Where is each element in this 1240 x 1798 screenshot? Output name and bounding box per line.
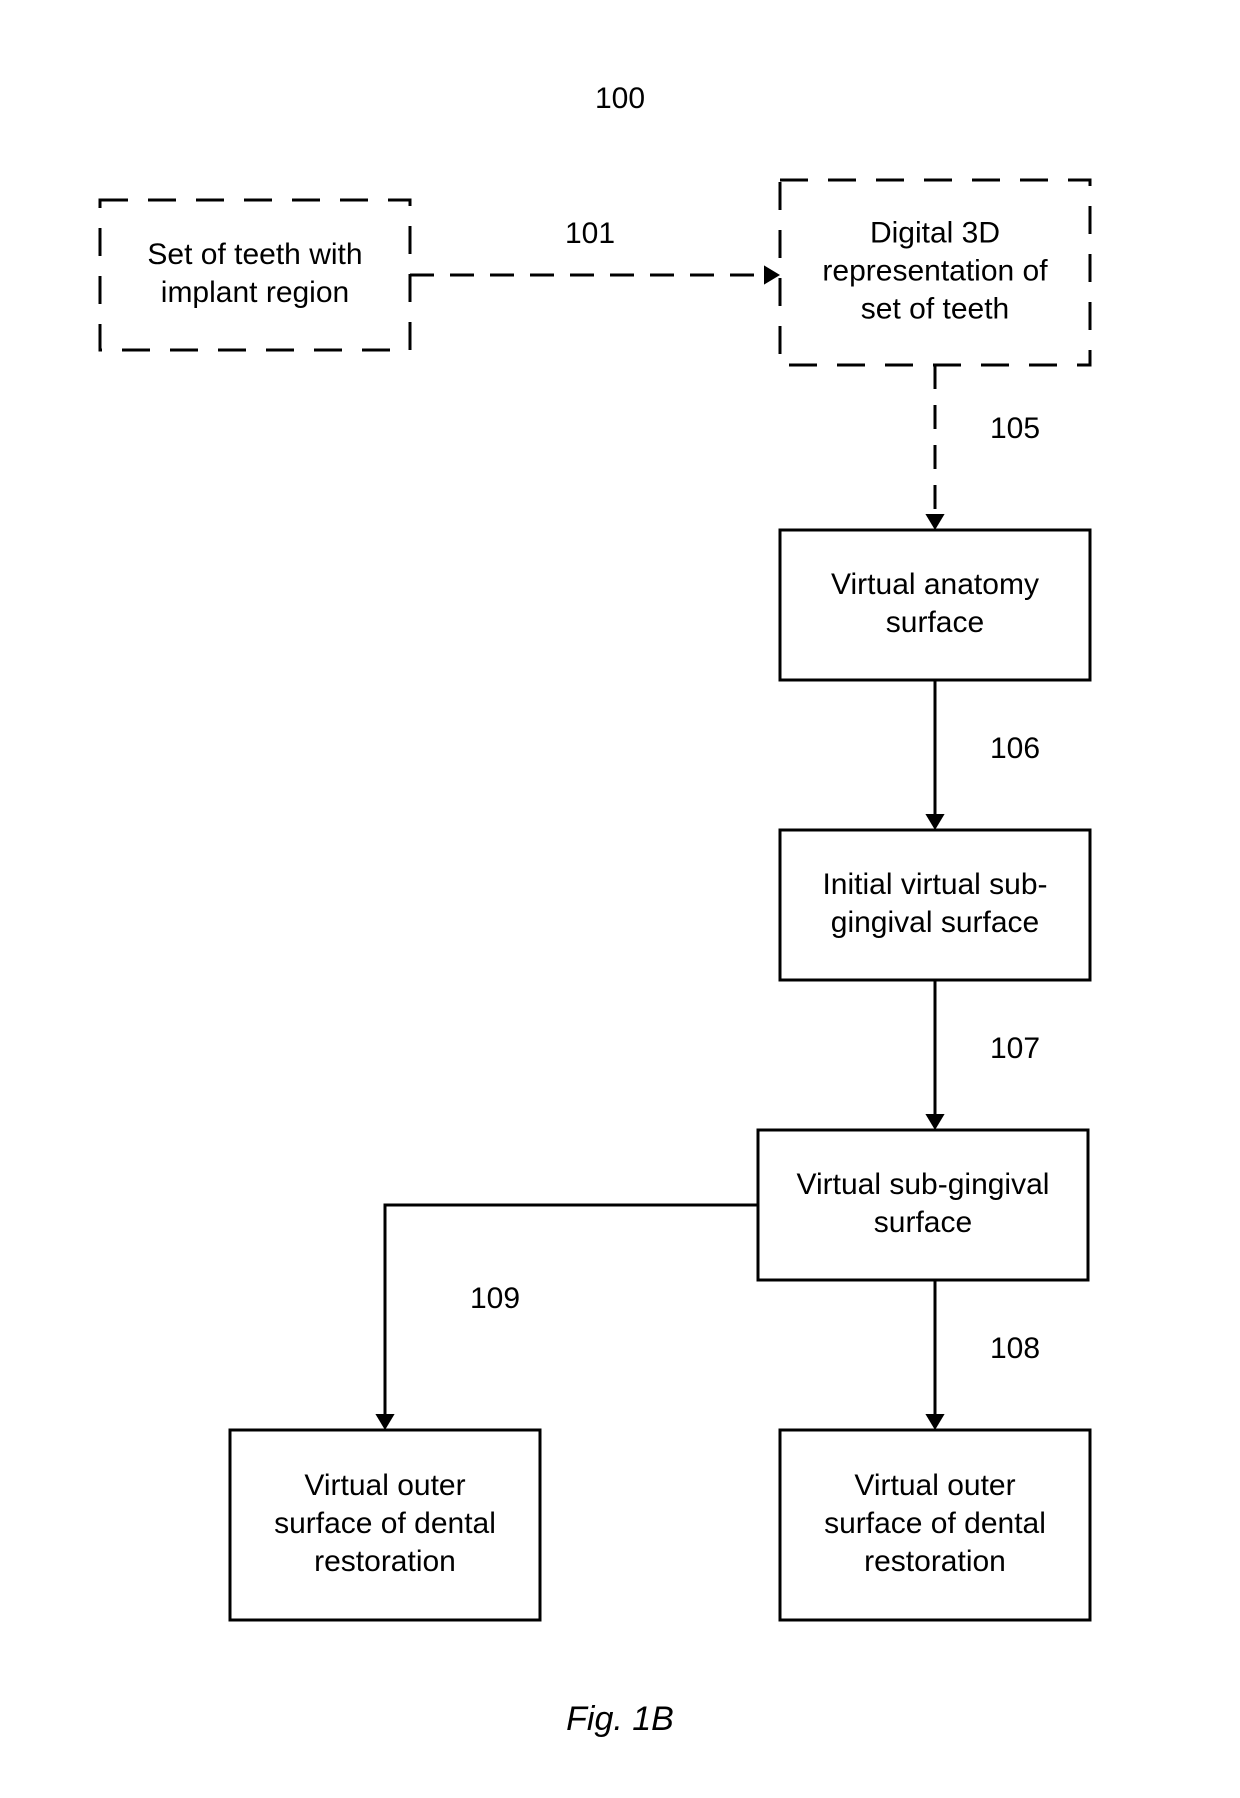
edge-label: 108 xyxy=(990,1332,1040,1365)
edge-label: 107 xyxy=(990,1032,1040,1065)
node-text-line: surface xyxy=(874,1206,972,1239)
node-text-line: surface xyxy=(886,606,984,639)
arrowhead-icon xyxy=(375,1414,394,1430)
node-text-line: surface of dental xyxy=(824,1507,1046,1540)
edge-label: 101 xyxy=(565,217,615,250)
flow-node: Set of teeth with implant region xyxy=(100,200,410,350)
node-text-line: surface of dental xyxy=(274,1507,496,1540)
node-text-line: Virtual sub-gingival xyxy=(797,1168,1050,1201)
figure-number-top: 100 xyxy=(595,82,645,115)
flow-node: Digital 3D representation of set of teeth xyxy=(780,180,1090,365)
arrowhead-icon xyxy=(925,1114,944,1130)
arrowhead-icon xyxy=(764,265,780,284)
node-text-line: Virtual outer xyxy=(854,1469,1015,1502)
node-text-line: set of teeth xyxy=(861,292,1009,325)
flowchart-diagram: 100 Set of teeth with implant region Digita… xyxy=(0,0,1240,1798)
node-text-line: representation of xyxy=(822,254,1048,287)
flow-node: Virtual anatomy surface xyxy=(780,530,1090,680)
node-text-line: gingival surface xyxy=(831,906,1039,939)
node-text-line: Digital 3D xyxy=(870,216,1000,249)
node-text-line: restoration xyxy=(864,1545,1006,1578)
flow-node: Initial virtual sub-gingival surface xyxy=(780,830,1090,980)
flow-edge xyxy=(385,1205,758,1416)
node-text-line: Initial virtual sub- xyxy=(822,868,1047,901)
node-text-line: Virtual outer xyxy=(304,1469,465,1502)
flow-node: Virtual sub-gingival surface xyxy=(758,1130,1088,1280)
node-text-line: Set of teeth with xyxy=(147,238,362,271)
flow-node: Virtual outer surface of dental restoratio… xyxy=(780,1430,1090,1620)
node-text-line: implant region xyxy=(161,276,349,309)
arrowhead-icon xyxy=(925,514,944,530)
node-text-line: restoration xyxy=(314,1545,456,1578)
edge-label: 106 xyxy=(990,732,1040,765)
arrowhead-icon xyxy=(925,1414,944,1430)
edge-label: 105 xyxy=(990,412,1040,445)
flow-node: Virtual outer surface of dental restoratio… xyxy=(230,1430,540,1620)
edge-label: 109 xyxy=(470,1282,520,1315)
arrowhead-icon xyxy=(925,814,944,830)
node-text-line: Virtual anatomy xyxy=(831,568,1039,601)
figure-caption: Fig. 1B xyxy=(566,1700,674,1738)
